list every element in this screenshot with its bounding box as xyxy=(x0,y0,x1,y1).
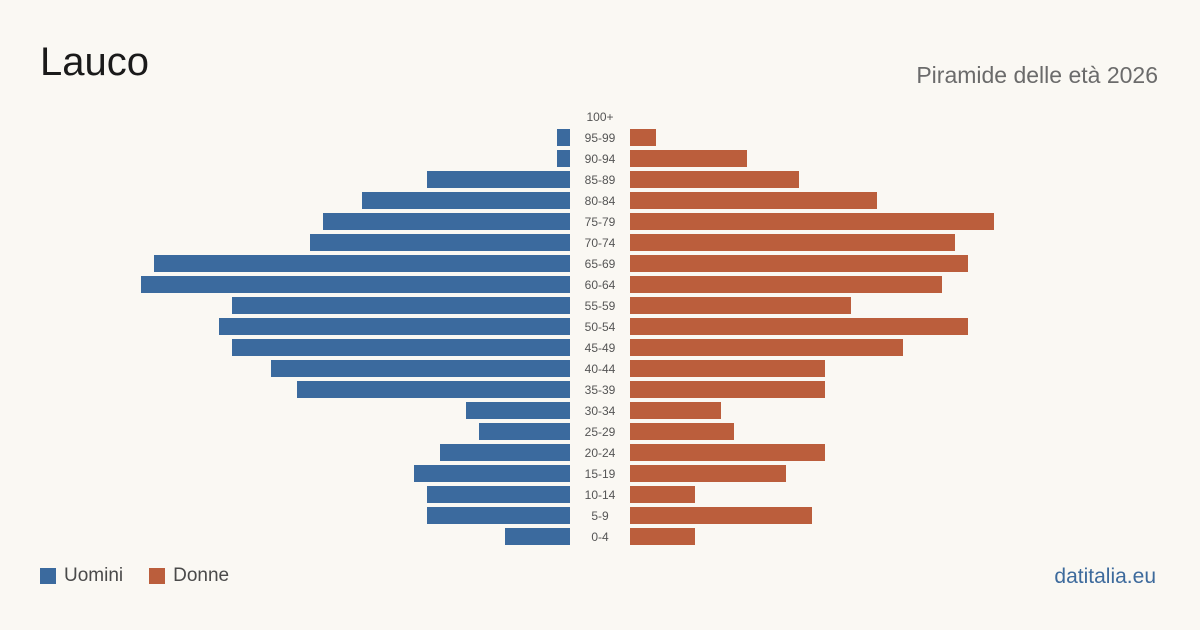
male-bar-15-19 xyxy=(414,465,570,482)
male-bar-0-4 xyxy=(505,528,570,545)
male-bar-55-59 xyxy=(232,297,570,314)
age-label-90-94: 90-94 xyxy=(585,152,616,166)
age-label-10-14: 10-14 xyxy=(585,488,616,502)
age-label-65-69: 65-69 xyxy=(585,257,616,271)
legend-item-male: Uomini xyxy=(40,565,123,587)
age-label-85-89: 85-89 xyxy=(585,173,616,187)
age-label-55-59: 55-59 xyxy=(585,299,616,313)
female-bar-30-34 xyxy=(630,402,721,419)
male-bar-5-9 xyxy=(427,507,570,524)
age-label-15-19: 15-19 xyxy=(585,467,616,481)
brand-link[interactable]: datitalia.eu xyxy=(1054,565,1156,588)
male-swatch xyxy=(40,568,56,584)
female-bar-15-19 xyxy=(630,465,786,482)
age-label-75-79: 75-79 xyxy=(585,215,616,229)
male-bar-30-34 xyxy=(466,402,570,419)
female-bar-45-49 xyxy=(630,339,903,356)
female-bar-95-99 xyxy=(630,129,656,146)
age-label-80-84: 80-84 xyxy=(585,194,616,208)
male-bars xyxy=(141,129,570,545)
female-bar-25-29 xyxy=(630,423,734,440)
female-bars xyxy=(630,129,994,545)
male-bar-25-29 xyxy=(479,423,570,440)
male-bar-50-54 xyxy=(219,318,570,335)
legend-male-label: Uomini xyxy=(64,565,124,586)
male-bar-80-84 xyxy=(362,192,570,209)
age-label-0-4: 0-4 xyxy=(591,530,609,544)
female-bar-5-9 xyxy=(630,507,812,524)
male-bar-35-39 xyxy=(297,381,570,398)
female-bar-60-64 xyxy=(630,276,942,293)
age-labels: 100+ 95-99 90-94 85-89 80-84 75-79 70-74 65-69 6… xyxy=(585,110,616,544)
male-bar-95-99 xyxy=(557,129,570,146)
male-bar-45-49 xyxy=(232,339,570,356)
chart-subtitle: Piramide delle età 2026 xyxy=(916,62,1158,88)
female-bar-20-24 xyxy=(630,444,825,461)
female-bar-75-79 xyxy=(630,213,994,230)
page-title: Lauco xyxy=(40,40,149,84)
age-label-60-64: 60-64 xyxy=(585,278,616,292)
legend-female-label: Donne xyxy=(173,565,230,586)
male-bar-10-14 xyxy=(427,486,570,503)
age-label-40-44: 40-44 xyxy=(585,362,616,376)
age-label-100plus: 100+ xyxy=(586,110,613,124)
male-bar-70-74 xyxy=(310,234,570,251)
female-bar-55-59 xyxy=(630,297,851,314)
female-bar-85-89 xyxy=(630,171,799,188)
male-bar-85-89 xyxy=(427,171,570,188)
age-label-95-99: 95-99 xyxy=(585,131,616,145)
female-swatch xyxy=(149,568,166,584)
age-label-50-54: 50-54 xyxy=(585,320,616,334)
male-bar-75-79 xyxy=(323,213,570,230)
legend-item-female: Donne xyxy=(149,565,229,587)
female-bar-50-54 xyxy=(630,318,968,335)
female-bar-90-94 xyxy=(630,150,747,167)
male-bar-40-44 xyxy=(271,360,570,377)
female-bar-10-14 xyxy=(630,486,695,503)
female-bar-35-39 xyxy=(630,381,825,398)
age-label-25-29: 25-29 xyxy=(585,425,616,439)
male-bar-60-64 xyxy=(141,276,570,293)
female-bar-80-84 xyxy=(630,192,877,209)
male-bar-65-69 xyxy=(154,255,570,272)
female-bar-65-69 xyxy=(630,255,968,272)
age-label-70-74: 70-74 xyxy=(585,236,616,250)
male-bar-90-94 xyxy=(557,150,570,167)
legend: Uomini Donne xyxy=(40,565,229,587)
female-bar-40-44 xyxy=(630,360,825,377)
age-label-5-9: 5-9 xyxy=(591,509,609,523)
female-bar-0-4 xyxy=(630,528,695,545)
male-bar-20-24 xyxy=(440,444,570,461)
age-label-20-24: 20-24 xyxy=(585,446,616,460)
age-label-45-49: 45-49 xyxy=(585,341,616,355)
age-label-35-39: 35-39 xyxy=(585,383,616,397)
age-label-30-34: 30-34 xyxy=(585,404,616,418)
female-bar-70-74 xyxy=(630,234,955,251)
